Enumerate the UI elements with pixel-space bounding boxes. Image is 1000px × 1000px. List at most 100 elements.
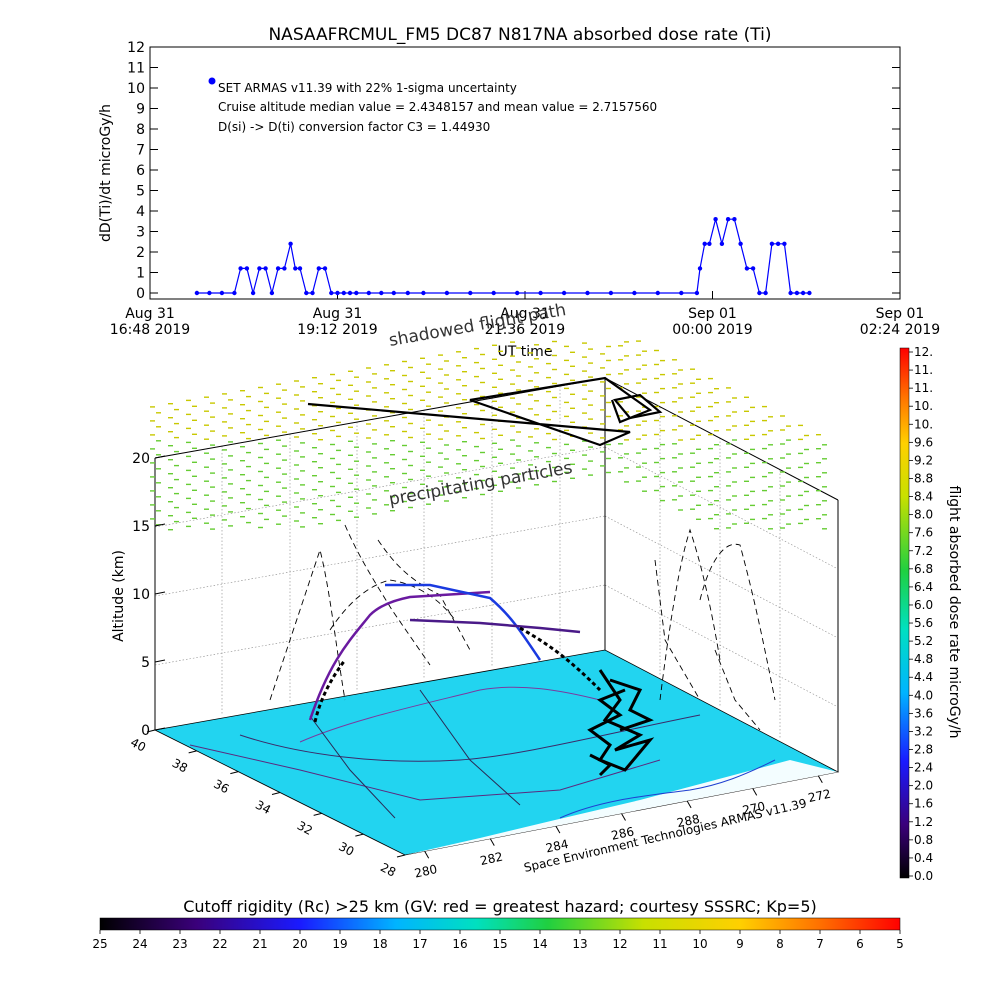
y-tick-label: 8 [136, 122, 145, 138]
data-point [702, 241, 707, 246]
data-point [444, 290, 450, 296]
latitude-ticks: 40 38 36 34 32 30 28 [128, 729, 406, 880]
rigidity-tick-label: 12 [612, 937, 627, 951]
colorbar-tick-label: 11. [914, 363, 933, 377]
z-tick-label: 20 [132, 451, 150, 467]
rigidity-tick-label: 7 [816, 937, 824, 951]
rigidity-colorbar: Cutoff rigidity (Rc) >25 km (GV: red = g… [92, 897, 903, 951]
data-point [293, 266, 298, 271]
data-point [515, 290, 520, 296]
data-point [379, 290, 384, 296]
lon-tick-mark [621, 813, 626, 821]
data-point [297, 266, 303, 271]
colorbar-tick-label: 4.4 [914, 670, 933, 684]
legend-marker [208, 77, 216, 85]
rigidity-tick-label: 10 [692, 937, 707, 951]
colorbar-label: flight absorbed dose rate microGy/h [946, 486, 962, 739]
colorbar-tick-label: 6.0 [914, 598, 933, 612]
flight-3d-chart: Altitude (km) 0 5 10 15 20 40 38 36 34 32 30 28 28… [111, 300, 840, 881]
rigidity-tick-label: 16 [452, 937, 467, 951]
colorbar-tick-label: 5.6 [914, 616, 933, 630]
dose-cluster [587, 669, 655, 777]
lat-tick-label: 28 [378, 860, 398, 880]
data-point [782, 241, 787, 246]
y-tick-label: 2 [136, 245, 145, 261]
data-point [744, 266, 750, 271]
z-axis-label: Altitude (km) [111, 550, 127, 642]
longitude-ticks: 280 282 284 286 288 270 272 [413, 775, 832, 881]
y-tick-label: 9 [136, 102, 145, 118]
colorbar-tick-label: 4.0 [914, 688, 933, 702]
data-point [322, 266, 328, 271]
colorbar-tick-label: 12. [914, 345, 933, 359]
rigidity-tick-label: 9 [736, 937, 744, 951]
data-point [263, 266, 268, 271]
z-tick-mark [154, 591, 166, 595]
data-point [421, 290, 426, 296]
data-point [608, 290, 614, 296]
data-point [800, 290, 806, 296]
colorbar-tick-label: 8.8 [914, 471, 933, 485]
chart-title: NASAAFRCMUL_FM5 DC87 N817NA absorbed dos… [268, 25, 771, 45]
rigidity-tick-label: 20 [292, 937, 307, 951]
lat-tick-mark [230, 771, 239, 775]
z-tick-label: 5 [141, 655, 150, 671]
lon-tick-label: 288 [676, 812, 701, 830]
data-point [238, 266, 243, 271]
lat-tick-mark [146, 729, 156, 733]
data-point [713, 217, 718, 222]
data-point [632, 290, 637, 296]
rigidity-tick-label: 13 [572, 937, 587, 951]
x-tick-time: 00:00 2019 [672, 322, 752, 338]
colorbar-tick-label: 7.2 [914, 544, 933, 558]
data-point [391, 290, 396, 296]
z-axis-ticks: 0 5 10 15 20 [132, 451, 166, 739]
data-point [732, 217, 737, 222]
dose-rate-series [194, 217, 812, 296]
data-point [794, 290, 800, 296]
data-point [468, 290, 473, 296]
data-point [244, 266, 250, 271]
x-tick-date: Aug 31 [125, 306, 175, 322]
y-tick-label: 1 [136, 266, 145, 282]
data-point [316, 266, 321, 271]
coastlines [189, 686, 776, 819]
colorbar-tick-label: 4.8 [914, 652, 933, 666]
x-tick-time: 02:24 2019 [860, 322, 940, 338]
rigidity-tick-label: 21 [252, 937, 267, 951]
rigidity-tick-label: 25 [92, 937, 107, 951]
data-point [250, 290, 256, 296]
colorbar-tick-label: 9.2 [914, 453, 933, 467]
legend: SET ARMAS v11.39 with 22% 1-sigma uncert… [208, 77, 657, 134]
data-point [491, 290, 496, 296]
lon-tick-mark [686, 800, 692, 809]
colorbar-tick-label: 0.4 [914, 851, 933, 865]
data-point [655, 290, 660, 296]
lat-tick-mark [396, 854, 406, 858]
data-point [304, 290, 309, 296]
annotation-precipitating: precipitating particles [387, 458, 574, 510]
dose-colorbar: 12. 11. 11. 10. 10. 9.6 9.2 8.8 8.4 8.0 7.6 7.2 6.8 6… [899, 345, 962, 883]
z-tick-label: 15 [132, 519, 150, 535]
data-point [719, 241, 725, 246]
colorbar-tick-label: 11. [914, 381, 933, 395]
colorbar-tick-label: 2.0 [914, 779, 933, 793]
rigidity-gradient [99, 917, 901, 931]
colorbar-tick-label: 1.2 [914, 815, 933, 829]
z-tick-mark [154, 727, 166, 731]
data-point [807, 290, 812, 296]
lon-tick-label: 280 [413, 862, 438, 880]
y-tick-label: 5 [136, 184, 145, 200]
series-line [196, 218, 810, 294]
lon-tick-mark [424, 850, 430, 859]
lat-tick-mark [355, 833, 364, 837]
y-tick-label: 12 [127, 40, 145, 56]
rigidity-tick-label: 14 [532, 937, 547, 951]
data-point [788, 290, 793, 296]
lat-tick-label: 36 [211, 777, 231, 797]
data-point [769, 241, 775, 246]
data-point [282, 266, 287, 271]
lat-tick-mark [188, 750, 197, 754]
data-point [310, 290, 315, 296]
